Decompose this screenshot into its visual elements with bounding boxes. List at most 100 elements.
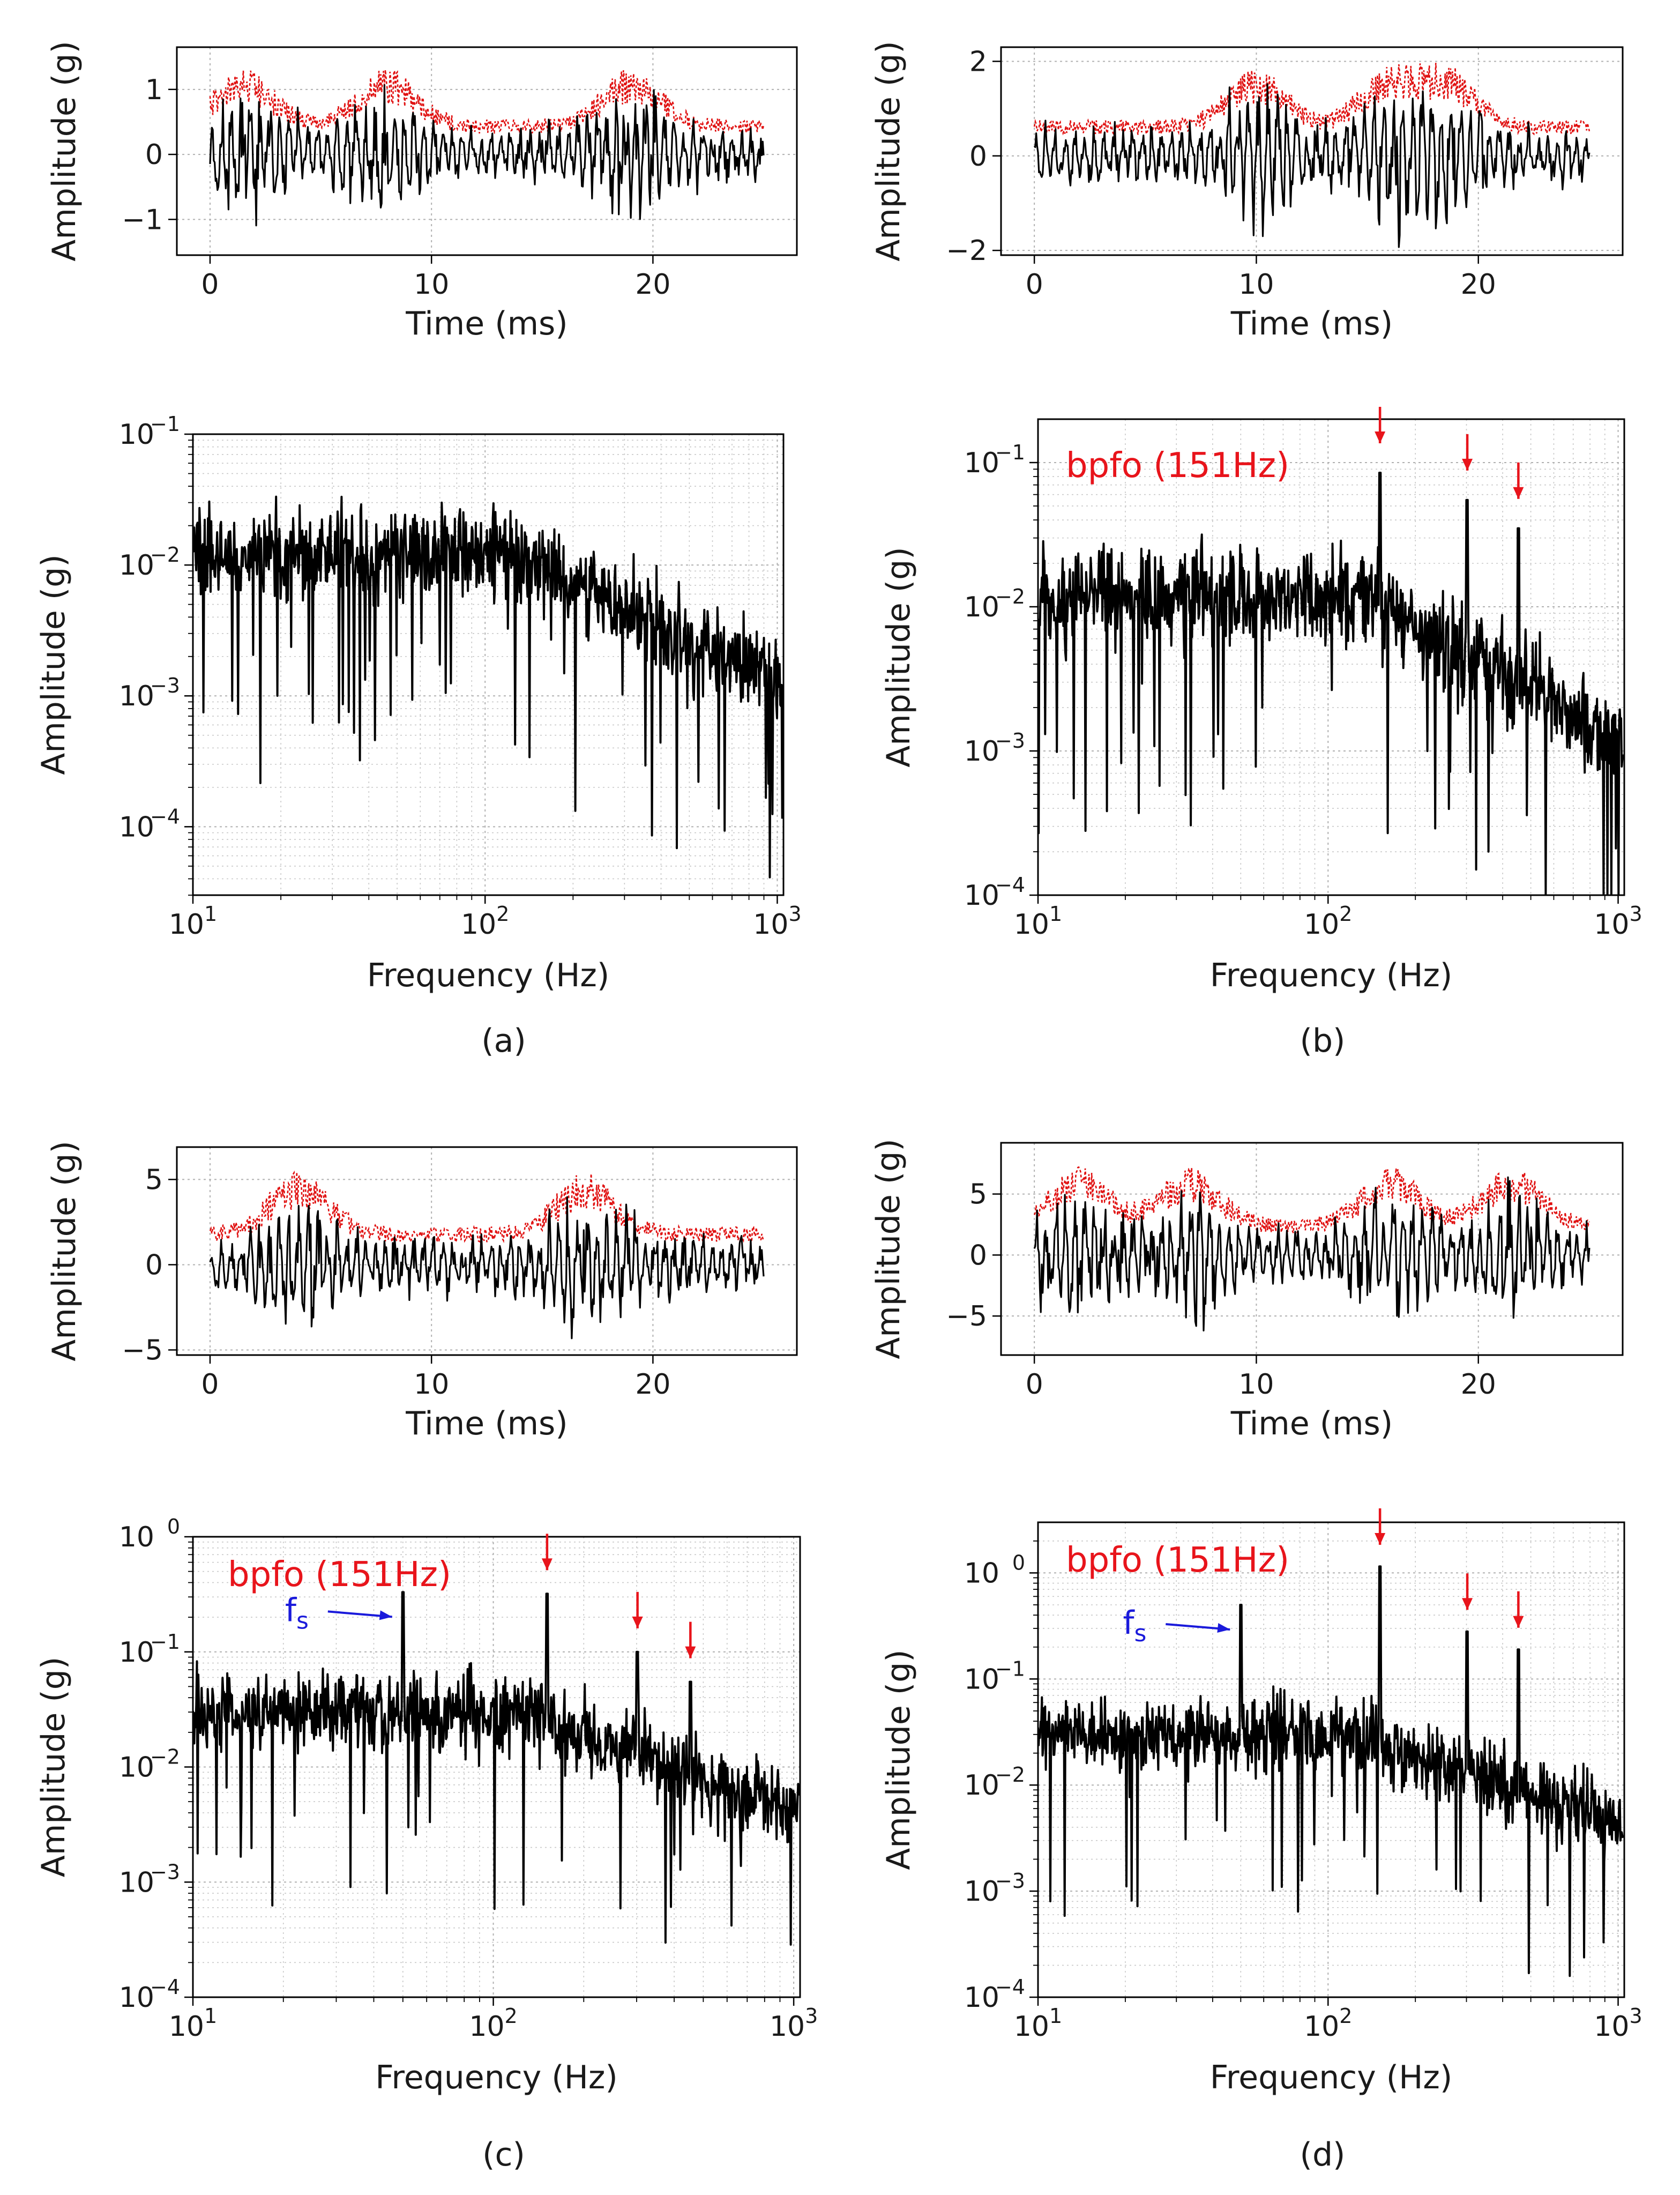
bpfo-label: bpfo (151Hz) xyxy=(1066,446,1289,486)
y-tick-label: 10 xyxy=(119,1982,154,2014)
x-tick-label: 20 xyxy=(1461,269,1496,301)
bpfo-arrowhead xyxy=(632,1616,643,1628)
y-axis-label: Amplitude (g) xyxy=(880,547,917,767)
signal-line xyxy=(209,1196,765,1340)
y-axis-label: Amplitude (g) xyxy=(870,41,907,261)
x-tick-label: 103 xyxy=(1594,2004,1642,2043)
y-tick-label: 5 xyxy=(969,1179,987,1211)
x-axis-label: Time (ms) xyxy=(405,1405,568,1442)
x-tick-label: 103 xyxy=(753,902,801,941)
y-axis-label: Amplitude (g) xyxy=(46,41,83,261)
x-tick-label: 101 xyxy=(169,902,217,941)
x-tick-label: 0 xyxy=(1026,269,1043,301)
x-tick-exponent: 2 xyxy=(505,2004,518,2028)
y-tick-label: 10 xyxy=(119,419,154,451)
y-tick-exponent: −1 xyxy=(995,441,1025,464)
y-tick-label: 0 xyxy=(145,139,163,171)
axes-frame xyxy=(1037,418,1625,896)
x-axis-label: Frequency (Hz) xyxy=(375,2059,617,2096)
fs-label: fs xyxy=(285,1591,309,1634)
axes-frame xyxy=(1000,46,1624,256)
y-tick-label: 10 xyxy=(964,1557,999,1589)
x-axis-label: Time (ms) xyxy=(1230,305,1393,343)
bpfo-arrowhead xyxy=(1513,1616,1524,1628)
x-tick-label: 101 xyxy=(1014,2004,1062,2043)
x-tick-label: 103 xyxy=(1594,902,1642,941)
x-tick-label: 103 xyxy=(770,2004,818,2043)
chart-b-time: 0 10 20 −2 0 2 Time (ms) Amplitude (g) xyxy=(870,41,1624,343)
signal-line xyxy=(209,84,765,227)
caption-a: (a) xyxy=(481,1022,526,1060)
fs-subscript: s xyxy=(1134,1620,1146,1647)
y-tick-label: 10 xyxy=(964,1663,999,1695)
caption-c: (c) xyxy=(482,2136,525,2174)
x-tick-exponent: 3 xyxy=(1630,902,1642,926)
y-tick-exponent: −1 xyxy=(150,1630,180,1654)
axes-frame xyxy=(1037,1521,1625,1998)
caption-b: (b) xyxy=(1300,1022,1346,1060)
x-tick-label: 0 xyxy=(201,269,219,301)
y-tick-label: 10 xyxy=(964,735,999,768)
y-tick-label: 10 xyxy=(119,811,154,843)
bpfo-arrowhead xyxy=(685,1646,696,1658)
plot-area xyxy=(193,495,783,879)
y-tick-label: −1 xyxy=(122,204,163,236)
fs-label: fs xyxy=(1123,1604,1146,1647)
bpfo-label: bpfo (151Hz) xyxy=(228,1555,451,1595)
axes-frame xyxy=(176,46,798,256)
bpfo-arrowhead xyxy=(1375,431,1386,444)
x-tick-label: 101 xyxy=(169,2004,217,2043)
y-tick-label: 10 xyxy=(964,1982,999,2014)
x-tick-label: 20 xyxy=(635,269,670,301)
chart-a-time: 0 10 20 −1 0 1 Time (ms) Amplitude (g) xyxy=(46,41,798,343)
y-tick-label: 10 xyxy=(964,880,999,912)
envelope-line xyxy=(209,1170,765,1245)
bpfo-arrowhead xyxy=(541,1558,552,1571)
x-tick-exponent: 3 xyxy=(805,2004,818,2028)
y-tick-label: 10 xyxy=(964,1876,999,1908)
axes-frame xyxy=(176,1146,798,1356)
y-tick-exponent: −4 xyxy=(150,805,180,828)
plot-area xyxy=(193,1591,800,1946)
caption-d: (d) xyxy=(1300,2136,1346,2174)
x-tick-exponent: 1 xyxy=(1049,2004,1062,2028)
y-tick-label: 10 xyxy=(119,549,154,582)
spectrum-line xyxy=(193,495,783,879)
x-tick-exponent: 3 xyxy=(788,902,801,926)
x-tick-label: 102 xyxy=(1304,902,1352,941)
x-tick-label: 102 xyxy=(469,2004,517,2043)
y-tick-exponent: 0 xyxy=(1012,1551,1025,1574)
spectrum-line xyxy=(193,1591,800,1946)
bpfo-label: bpfo (151Hz) xyxy=(1066,1541,1289,1580)
y-tick-label: 10 xyxy=(119,680,154,712)
bpfo-arrowhead xyxy=(1462,458,1473,471)
y-tick-label: 10 xyxy=(119,1866,154,1899)
y-tick-label: −2 xyxy=(946,235,987,267)
y-tick-exponent: −1 xyxy=(150,412,180,436)
x-tick-exponent: 1 xyxy=(204,902,217,926)
bpfo-arrowhead xyxy=(1513,487,1524,499)
plot-area xyxy=(1033,63,1591,248)
y-tick-exponent: −2 xyxy=(150,1745,180,1769)
y-tick-exponent: −3 xyxy=(150,1860,180,1884)
chart-d-time: 0 10 20 −5 0 5 Time (ms) Amplitude (g) xyxy=(870,1139,1624,1442)
x-tick-exponent: 2 xyxy=(496,902,509,926)
y-tick-label: −5 xyxy=(122,1334,163,1366)
spectrum-line xyxy=(1038,472,1624,895)
axes-frame xyxy=(1000,1142,1624,1356)
y-axis-label: Amplitude (g) xyxy=(46,1141,83,1361)
x-axis-label: Frequency (Hz) xyxy=(1210,2059,1452,2096)
y-tick-label: 0 xyxy=(969,140,987,173)
x-tick-exponent: 3 xyxy=(1630,2004,1642,2028)
bpfo-arrowhead xyxy=(1375,1533,1386,1545)
y-tick-exponent: −2 xyxy=(995,1763,1025,1787)
fs-arrowhead xyxy=(1217,1623,1230,1633)
y-tick-label: 2 xyxy=(969,46,987,78)
y-tick-exponent: −4 xyxy=(995,1975,1025,1999)
x-tick-label: 102 xyxy=(461,902,509,941)
x-tick-label: 10 xyxy=(1238,1368,1274,1401)
signal-line xyxy=(1033,1176,1591,1331)
